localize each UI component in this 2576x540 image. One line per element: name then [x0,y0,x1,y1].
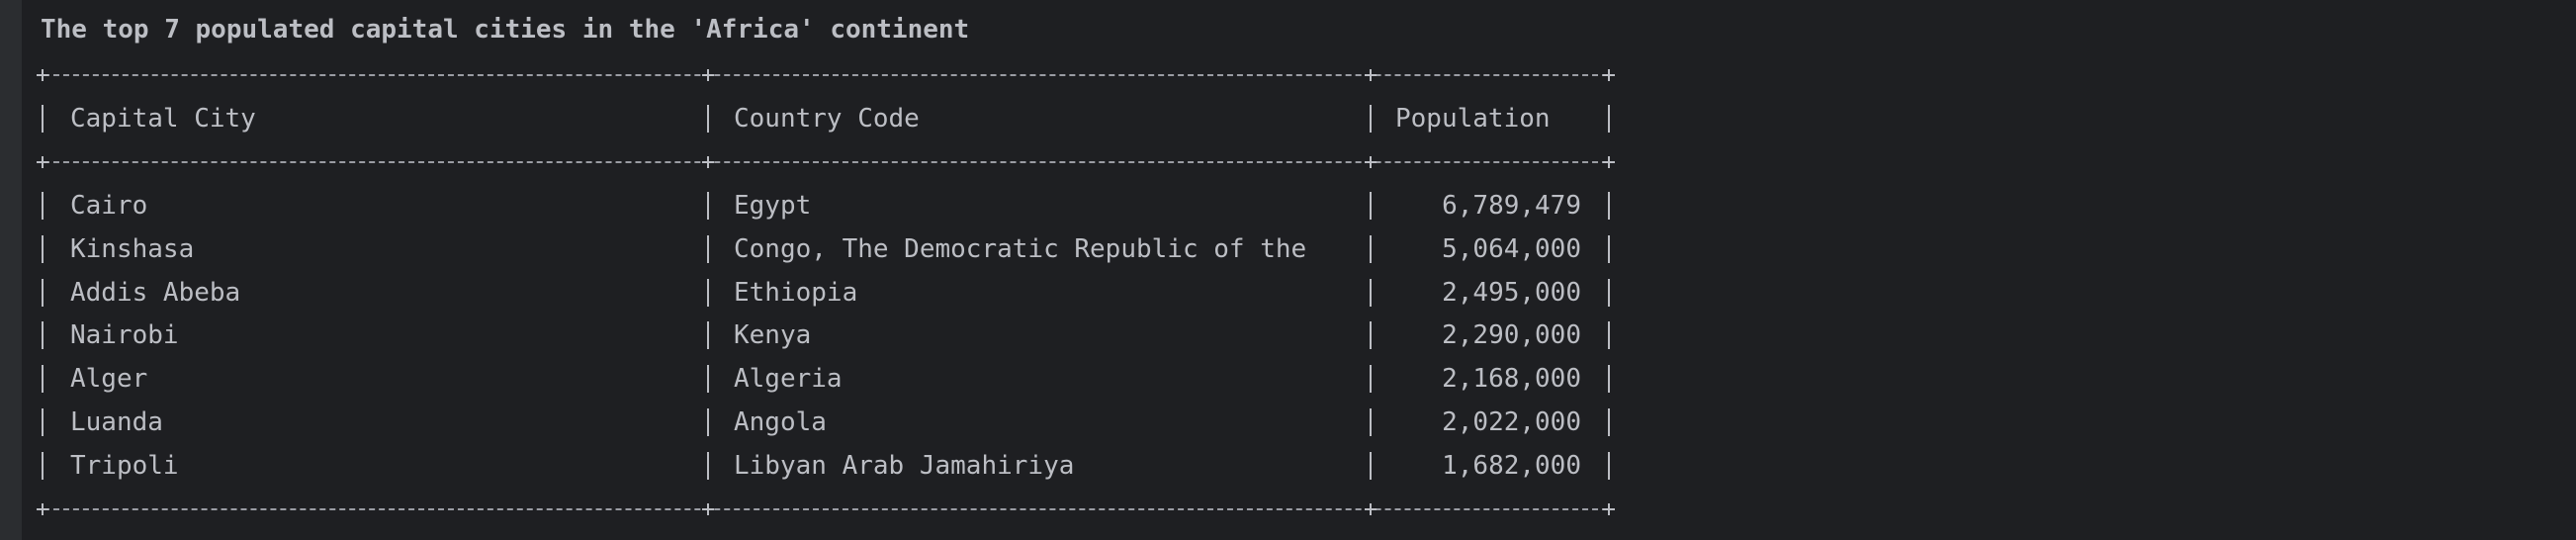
border-corner [702,502,714,515]
border-corner [702,69,714,81]
border-corner [37,502,48,515]
border-corner [1603,156,1615,168]
column-bar [1370,451,1372,480]
column-bar [707,278,709,307]
column-bar [1608,192,1610,220]
border-line [44,74,1608,76]
column-bar [1370,365,1372,394]
column-bar [707,192,709,220]
column-bar [1370,234,1372,263]
table-cell: Luanda [70,407,163,437]
border-corner [37,156,48,168]
column-bar [42,321,44,350]
border-line [44,161,1608,163]
header-cell: Population [1395,104,1551,134]
table-cell: Alger [70,364,148,395]
column-bar [707,321,709,350]
column-bar [1608,408,1610,436]
column-bar [1608,234,1610,263]
table-cell: Libyan Arab Jamahiriya [734,450,1075,481]
table-cell: Congo, The Democratic Republic of the [734,233,1307,264]
table-cell: 2,168,000 [1442,364,1581,395]
header-cell: Country Code [734,104,920,134]
column-bar [1608,321,1610,350]
column-bar [1370,321,1372,350]
column-bar [1608,278,1610,307]
border-corner [1365,156,1377,168]
table-cell: Cairo [70,191,148,221]
table-cell: Algeria [734,364,843,395]
header-cell: Capital City [70,104,256,134]
column-bar [1370,192,1372,220]
column-bar [42,192,44,220]
border-corner [702,156,714,168]
output-title: The top 7 populated capital cities in th… [41,15,970,45]
column-bar [707,408,709,436]
table-cell: Kinshasa [70,233,195,264]
column-bar [1370,408,1372,436]
column-bar [42,234,44,263]
column-bar [707,365,709,394]
table-cell: Nairobi [70,320,179,351]
table-cell: Egypt [734,191,812,221]
column-bar [42,278,44,307]
border-line [44,507,1608,510]
table-cell: 2,495,000 [1442,277,1581,308]
column-bar [1608,105,1610,133]
column-bar [1608,451,1610,480]
column-bar [707,105,709,133]
border-corner [1603,502,1615,515]
table-cell: Kenya [734,320,812,351]
table-cell: Addis Abeba [70,277,241,308]
border-corner [1603,69,1615,81]
border-corner [1365,502,1377,515]
table-cell: Angola [734,407,827,437]
column-bar [42,365,44,394]
column-bar [707,234,709,263]
column-bar [42,451,44,480]
table-cell: 6,789,479 [1442,191,1581,221]
column-bar [707,451,709,480]
border-corner [1365,69,1377,81]
table-cell: 2,022,000 [1442,407,1581,437]
border-corner [37,69,48,81]
gutter [0,0,22,540]
table-cell: Tripoli [70,450,179,481]
table-cell: 1,682,000 [1442,450,1581,481]
table-cell: 2,290,000 [1442,320,1581,351]
column-bar [1370,278,1372,307]
column-bar [42,408,44,436]
column-bar [42,105,44,133]
column-bar [1370,105,1372,133]
table-cell: 5,064,000 [1442,233,1581,264]
column-bar [1608,365,1610,394]
table-cell: Ethiopia [734,277,858,308]
